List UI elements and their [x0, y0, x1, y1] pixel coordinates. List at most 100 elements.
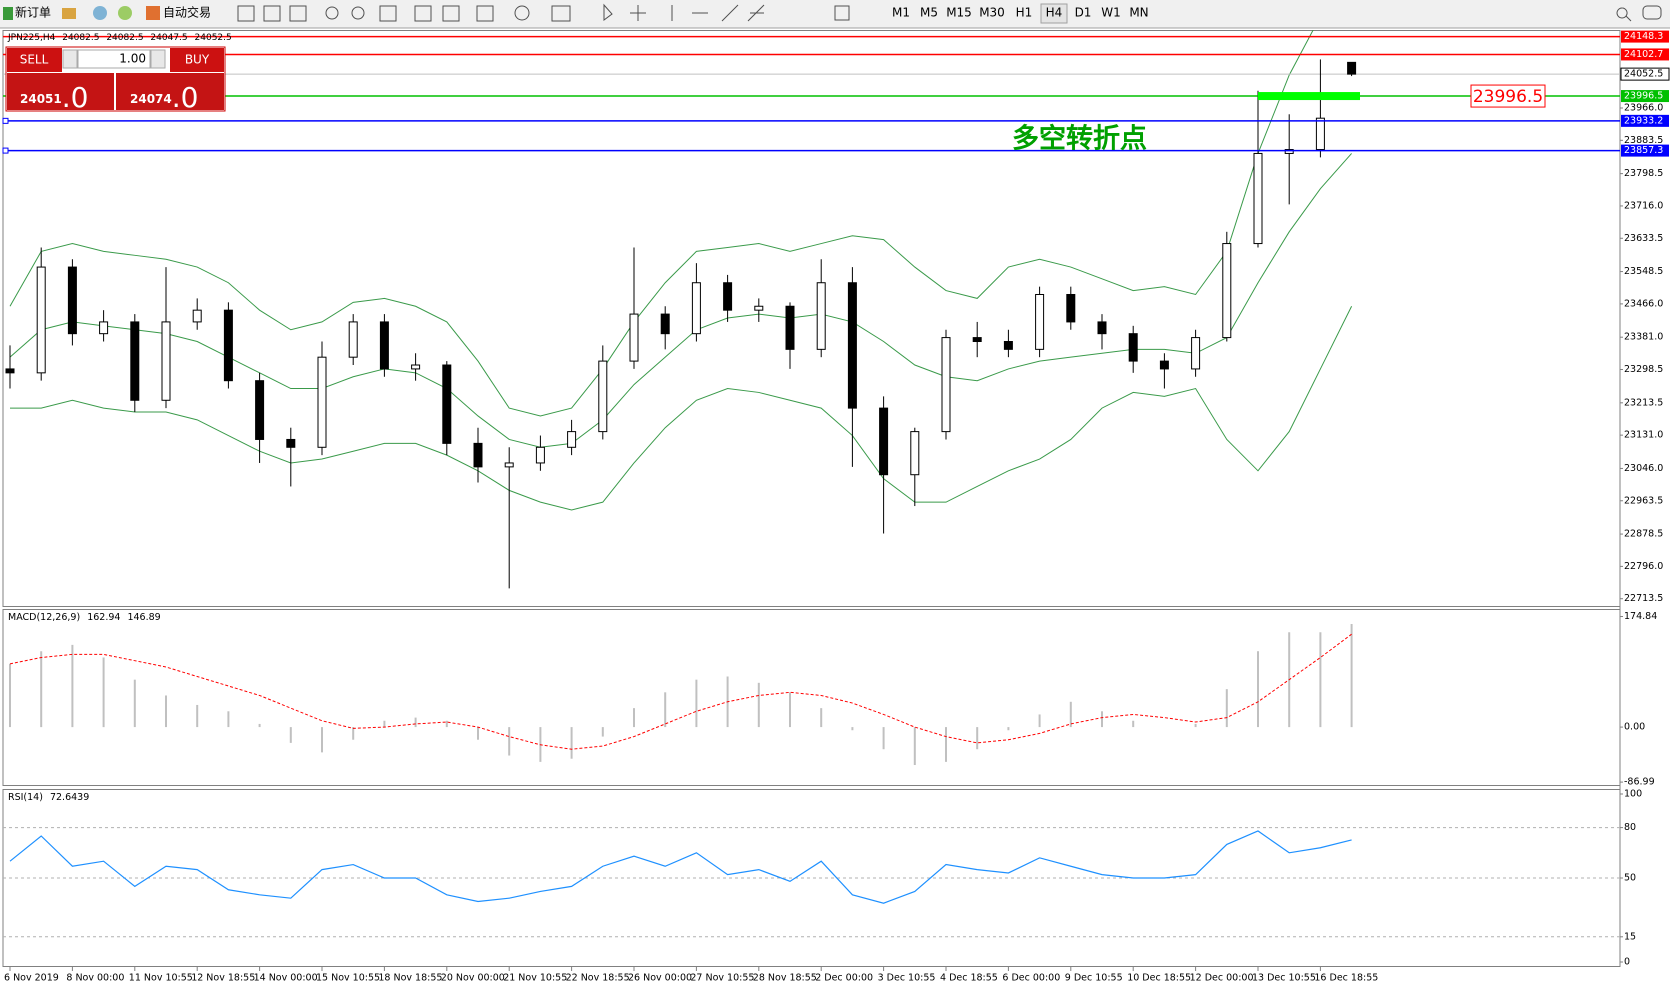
x-tick-label: 20 Nov 00:00: [441, 973, 505, 984]
trendline-tool[interactable]: [721, 4, 739, 22]
x-tick-label: 18 Nov 18:55: [378, 973, 442, 984]
x-tick-label: 16 Dec 18:55: [1314, 973, 1378, 984]
timeframe-button[interactable]: M30: [979, 6, 1005, 20]
price-level-tag: [1621, 114, 1669, 127]
pivot-marker: [1258, 92, 1360, 101]
price-level-label: 24102.7: [1624, 49, 1663, 60]
lots-input[interactable]: [77, 49, 151, 69]
timeframe-button[interactable]: H1: [1016, 6, 1033, 20]
timeframe-button[interactable]: D1: [1075, 6, 1092, 20]
candle-body: [567, 431, 577, 448]
candle-body: [286, 438, 296, 448]
ask-box[interactable]: [116, 73, 224, 110]
candle-body: [629, 313, 639, 362]
auto-trading-icon[interactable]: [146, 6, 160, 20]
candle-body: [348, 321, 358, 358]
x-tick-label: 11 Nov 10:55: [129, 973, 193, 984]
macd-header: MACD(12,26,9) 162.94 146.89: [8, 612, 161, 623]
tool-icon[interactable]: [476, 5, 494, 22]
timeframe-button[interactable]: H4: [1046, 6, 1063, 20]
x-tick-label: 15 Nov 10:55: [316, 973, 380, 984]
candle-body: [1253, 152, 1263, 245]
ask-frac: .0: [172, 81, 199, 114]
candle-body: [723, 282, 733, 311]
new-order-icon[interactable]: [3, 7, 13, 20]
candle-body: [161, 321, 171, 401]
candle-body: [473, 442, 483, 468]
x-tick-label: 10 Dec 18:55: [1127, 973, 1191, 984]
x-tick-label: 6 Dec 00:00: [1002, 973, 1060, 984]
y-tick-label: 0: [1624, 957, 1630, 968]
zoom-out[interactable]: [351, 6, 365, 20]
tool-icon[interactable]: [414, 5, 432, 22]
candle-body: [67, 266, 77, 335]
candle-body: [1159, 360, 1169, 370]
tool-icon[interactable]: [237, 5, 255, 22]
tool-icon[interactable]: [379, 5, 397, 22]
auto-trading-button[interactable]: 自动交易: [163, 5, 211, 20]
bid-box[interactable]: [7, 73, 114, 110]
price-level-label: 24148.3: [1624, 31, 1663, 42]
signal-value: 146.89: [127, 612, 160, 623]
low-value: 24047.5: [150, 33, 187, 43]
sell-label[interactable]: SELL: [20, 53, 49, 67]
x-tick-label: 6 Nov 2019: [4, 973, 59, 984]
x-tick-label: 8 Nov 00:00: [66, 973, 124, 984]
timeframe-button[interactable]: M15: [946, 6, 972, 20]
buy-button[interactable]: [170, 48, 224, 72]
crosshair-tool[interactable]: [630, 5, 646, 21]
candle-body: [1128, 333, 1138, 362]
y-tick-label: 23548.5: [1624, 266, 1663, 277]
candle-body: [5, 368, 15, 374]
tool-icon[interactable]: [834, 5, 850, 21]
price-clip: [3, 30, 1620, 589]
chat-icon[interactable]: [1642, 5, 1662, 20]
candle-body: [598, 360, 608, 433]
y-tick-label: 0.00: [1624, 722, 1645, 733]
toolbar-icon[interactable]: [118, 6, 132, 20]
timeframe-button[interactable]: W1: [1101, 6, 1121, 20]
tool-icon[interactable]: [263, 5, 281, 22]
x-tick-label: 22 Nov 18:55: [566, 973, 630, 984]
candle-body: [847, 282, 857, 409]
signal-line: [9, 633, 1352, 750]
channel-tool[interactable]: [747, 4, 765, 22]
close-value: 24052.5: [195, 33, 232, 43]
macd-value: 162.94: [87, 612, 120, 623]
lots-up[interactable]: [150, 49, 166, 69]
open-value: 24082.5: [62, 33, 99, 43]
lots-down[interactable]: [62, 49, 78, 69]
bid-price[interactable]: 24051.0: [20, 81, 88, 114]
y-tick-label: 22713.5: [1624, 593, 1663, 604]
timeframe-button[interactable]: M5: [920, 6, 938, 20]
candle-body: [1222, 243, 1232, 339]
toolbar-icon[interactable]: [62, 8, 76, 19]
candle-body: [754, 305, 764, 311]
y-tick-label: 23466.0: [1624, 298, 1663, 309]
tool-icon[interactable]: [289, 5, 307, 22]
active-timeframe-frame: [1040, 3, 1068, 24]
search-icon[interactable]: [1616, 7, 1632, 22]
cursor-tool[interactable]: [603, 3, 613, 21]
timeframe-button[interactable]: MN: [1129, 6, 1148, 20]
price-level-tag: [1621, 30, 1669, 43]
candle-body: [1097, 321, 1107, 335]
bollinger-lower: [10, 306, 1353, 511]
ask-main: 24074: [130, 92, 172, 106]
tool-icon[interactable]: [551, 5, 571, 22]
rsi-title: RSI(14): [8, 792, 43, 803]
timeframe-button[interactable]: M1: [892, 6, 910, 20]
candle-body: [816, 282, 826, 350]
new-order-button[interactable]: 新订单: [15, 5, 51, 20]
candle-body: [36, 266, 46, 374]
x-tick-label: 3 Dec 10:55: [878, 973, 936, 984]
tool-icon[interactable]: [442, 5, 460, 22]
lots-value[interactable]: 1.00: [119, 52, 146, 66]
sell-button[interactable]: [7, 48, 62, 72]
zoom-in[interactable]: [325, 6, 339, 20]
toolbar-icon[interactable]: [93, 6, 107, 20]
buy-label[interactable]: BUY: [185, 53, 210, 67]
rsi-value: 72.6439: [50, 792, 89, 803]
tool-icon[interactable]: [514, 5, 530, 21]
ask-price[interactable]: 24074.0: [130, 81, 198, 114]
